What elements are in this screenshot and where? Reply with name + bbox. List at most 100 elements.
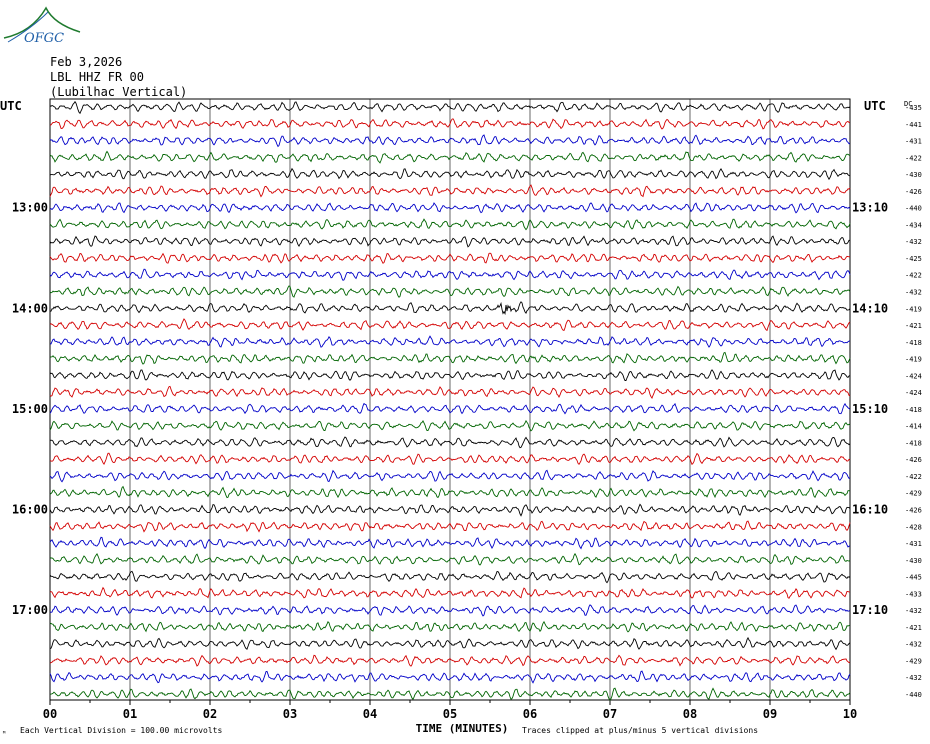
header-date: Feb 3,2026 bbox=[50, 55, 123, 69]
dc-offset-label: -432 bbox=[905, 288, 922, 296]
dc-offset-label: -424 bbox=[905, 372, 922, 380]
dc-offset-label: -421 bbox=[905, 624, 922, 632]
x-tick-label: 10 bbox=[843, 707, 857, 721]
dc-offset-label: -435 bbox=[905, 104, 922, 112]
right-hour-label: 17:10 bbox=[852, 603, 888, 617]
right-utc-label: UTC bbox=[864, 99, 886, 113]
dc-offset-label: -440 bbox=[905, 205, 922, 213]
right-hour-label: 13:10 bbox=[852, 201, 888, 215]
dc-offset-label: -422 bbox=[905, 272, 922, 280]
dc-offset-label: -434 bbox=[905, 221, 922, 229]
dc-offset-label: -419 bbox=[905, 305, 922, 313]
dc-header-label: DC bbox=[904, 100, 912, 108]
trace-line bbox=[49, 419, 851, 432]
dc-offset-label: -430 bbox=[905, 171, 922, 179]
x-tick-label: 06 bbox=[523, 707, 537, 721]
grid bbox=[49, 98, 851, 705]
x-tick-label: 02 bbox=[203, 707, 217, 721]
trace-line bbox=[49, 654, 851, 667]
left-hour-label: 15:00 bbox=[12, 402, 48, 416]
trace-line bbox=[49, 369, 851, 381]
x-tick-label: 07 bbox=[603, 707, 617, 721]
dc-offset-label: -426 bbox=[905, 188, 922, 196]
trace-line bbox=[49, 520, 851, 533]
trace-line bbox=[49, 100, 851, 115]
dc-offset-label: -441 bbox=[905, 121, 922, 129]
dc-offset-label: -431 bbox=[905, 540, 922, 548]
trace-line bbox=[49, 285, 851, 298]
corner-mark: ᴹ bbox=[2, 730, 6, 738]
dc-offset-label: -422 bbox=[905, 473, 922, 481]
scale-note: Each Vertical Division = 100.00 microvol… bbox=[20, 726, 222, 735]
trace-line bbox=[49, 670, 851, 684]
trace-line bbox=[49, 184, 851, 198]
dc-offset-label: -432 bbox=[905, 674, 922, 682]
trace-line bbox=[49, 385, 851, 399]
dc-offset-label: -424 bbox=[905, 389, 922, 397]
dc-offset-label: -422 bbox=[905, 154, 922, 162]
trace-line bbox=[50, 335, 851, 348]
trace-line bbox=[49, 620, 851, 633]
right-hour-label: 16:10 bbox=[852, 503, 888, 517]
trace-line bbox=[49, 235, 850, 248]
right-hour-label: 15:10 bbox=[852, 402, 888, 416]
dc-offset-label: -418 bbox=[905, 439, 922, 447]
trace-line bbox=[49, 218, 851, 231]
dc-offset-label: -445 bbox=[905, 574, 922, 582]
labels: 00 01 02 03 04 05 06 07 08 09 10 -435 -441 -431 -422 -4… bbox=[0, 99, 922, 738]
dc-offset-label: -433 bbox=[905, 590, 922, 598]
dc-offset-label: -425 bbox=[905, 255, 922, 263]
dc-offset-label: -432 bbox=[905, 238, 922, 246]
traces bbox=[49, 100, 851, 701]
dc-offset-label: -432 bbox=[905, 607, 922, 615]
trace-line bbox=[49, 252, 851, 264]
left-hour-label: 14:00 bbox=[12, 301, 48, 315]
x-axis-title: TIME (MINUTES) bbox=[416, 722, 509, 735]
x-tick-label: 03 bbox=[283, 707, 297, 721]
x-tick-label: 08 bbox=[683, 707, 697, 721]
trace-line bbox=[50, 301, 851, 316]
trace-line bbox=[49, 318, 851, 332]
dc-offset-label: -426 bbox=[905, 456, 922, 464]
dc-offset-label: -428 bbox=[905, 523, 922, 531]
dc-offset-label: -429 bbox=[905, 490, 922, 498]
dc-offset-label: -418 bbox=[905, 406, 922, 414]
left-hour-label: 16:00 bbox=[12, 503, 48, 517]
trace-line bbox=[49, 452, 851, 466]
trace-line bbox=[49, 150, 851, 164]
trace-line bbox=[49, 402, 851, 415]
trace-line bbox=[49, 351, 851, 365]
trace-line bbox=[49, 268, 851, 281]
dc-offset-label: -418 bbox=[905, 339, 922, 347]
dc-offset-label: -431 bbox=[905, 138, 922, 146]
x-tick-label: 09 bbox=[763, 707, 777, 721]
trace-line bbox=[49, 134, 851, 148]
ofgc-logo: OFGC bbox=[3, 6, 81, 46]
x-tick-label: 05 bbox=[443, 707, 457, 721]
dc-offset-label: -430 bbox=[905, 557, 922, 565]
left-utc-label: UTC bbox=[0, 99, 22, 113]
trace-line bbox=[49, 570, 851, 584]
dc-offset-label: -414 bbox=[905, 423, 922, 431]
x-tick-label: 04 bbox=[363, 707, 377, 721]
clip-note: Traces clipped at plus/minus 5 vertical … bbox=[522, 726, 758, 735]
dc-offset-label: -419 bbox=[905, 356, 922, 364]
x-tick-label: 00 bbox=[43, 707, 57, 721]
trace-line bbox=[49, 604, 851, 617]
left-hour-label: 13:00 bbox=[12, 201, 48, 215]
trace-line bbox=[49, 469, 851, 483]
dc-offset-label: -440 bbox=[905, 691, 922, 699]
logo-text: OFGC bbox=[24, 31, 64, 46]
trace-line bbox=[49, 202, 851, 214]
header-location: (Lubilhac Vertical) bbox=[50, 85, 188, 99]
dc-offset-label: -426 bbox=[905, 507, 922, 515]
trace-line bbox=[49, 503, 851, 517]
left-hour-label: 17:00 bbox=[12, 603, 48, 617]
dc-offset-label: -429 bbox=[905, 657, 922, 665]
header-station: LBL HHZ FR 00 bbox=[50, 70, 144, 84]
right-hour-label: 14:10 bbox=[852, 301, 888, 315]
trace-line bbox=[49, 552, 851, 566]
trace-line bbox=[49, 436, 851, 449]
dc-offset-label: -432 bbox=[905, 641, 922, 649]
